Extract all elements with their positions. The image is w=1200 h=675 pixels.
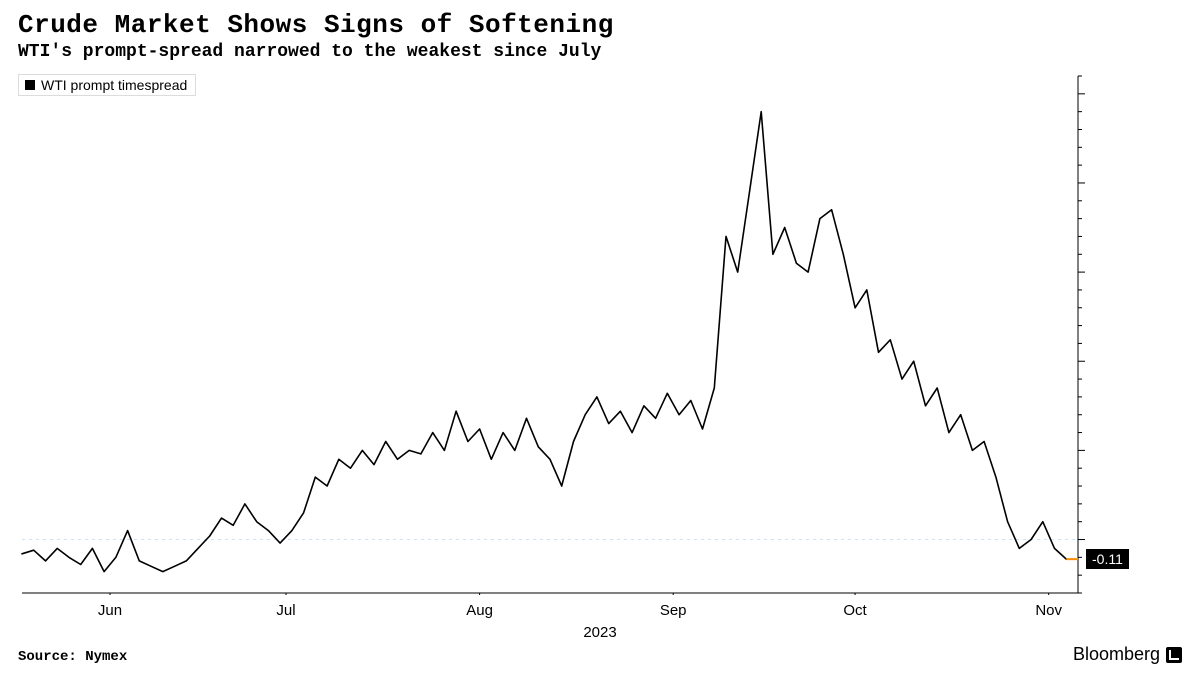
source-label: Source: Nymex (18, 649, 127, 665)
chart-title: Crude Market Shows Signs of Softening (18, 10, 1182, 40)
x-tick-label: Sep (660, 602, 687, 619)
line-chart-svg (18, 74, 1182, 595)
brand-icon (1166, 647, 1182, 663)
chart-card: Crude Market Shows Signs of Softening WT… (0, 0, 1200, 675)
x-tick-label: Jun (98, 602, 122, 619)
x-tick-label: Oct (843, 602, 866, 619)
brand: Bloomberg (1073, 644, 1182, 665)
last-value-badge: -0.11 (1086, 549, 1129, 569)
x-tick-label: Aug (466, 602, 493, 619)
x-axis-year: 2023 (583, 624, 616, 641)
chart-footer: Source: Nymex Bloomberg (18, 644, 1182, 665)
brand-label: Bloomberg (1073, 644, 1160, 665)
chart-plot-area: US dollars a barrel 2023 -0.11 0.000.501… (18, 74, 1182, 595)
legend-swatch (25, 80, 35, 90)
x-tick-label: Jul (276, 602, 295, 619)
x-tick-label: Nov (1035, 602, 1062, 619)
legend-label: WTI prompt timespread (41, 77, 187, 93)
legend: WTI prompt timespread (18, 74, 196, 96)
chart-subtitle: WTI's prompt-spread narrowed to the weak… (18, 42, 1182, 62)
